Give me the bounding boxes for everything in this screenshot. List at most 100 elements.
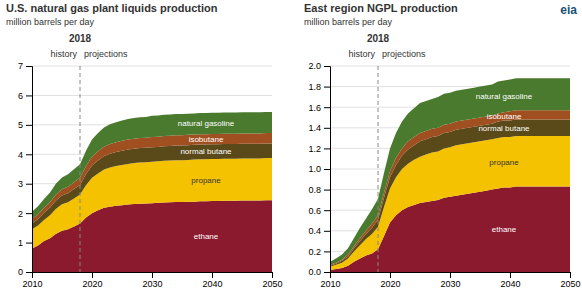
x-tick-mark <box>510 272 511 278</box>
y-tick-mark <box>26 243 32 244</box>
y-tick-label: 2.0 <box>308 61 321 71</box>
y-tick-mark <box>324 190 330 191</box>
x-tick-mark <box>212 272 213 278</box>
y-tick-label: 1.2 <box>308 144 321 154</box>
y-tick-label: 0.8 <box>308 185 321 195</box>
grid <box>330 66 570 272</box>
marker-label: 2018 <box>367 33 390 44</box>
x-axis: 20102020203020402050 <box>22 272 282 289</box>
y-tick: 1.4 <box>308 123 330 133</box>
y-axis: 01234567 <box>18 61 33 277</box>
series-label: propane <box>191 176 221 185</box>
y-tick-label: 0 <box>18 267 23 277</box>
marker-label: 2018 <box>69 33 92 44</box>
x-axis: 20102020203020402050 <box>320 272 580 289</box>
series-label: normal butane <box>180 147 232 156</box>
y-tick: 2 <box>18 209 32 219</box>
y-tick-mark <box>324 107 330 108</box>
area <box>330 136 570 270</box>
y-tick: 0.6 <box>308 206 330 216</box>
x-tick-mark <box>570 272 571 278</box>
projections-label: projections <box>84 49 128 59</box>
y-tick-mark <box>26 66 32 67</box>
y-tick-mark <box>324 128 330 129</box>
marker-line <box>378 66 379 272</box>
x-tick: 2040 <box>500 272 520 289</box>
area <box>330 78 570 264</box>
x-tick-label: 2050 <box>262 279 282 289</box>
x-tick-mark <box>152 272 153 278</box>
series-label: isobutane <box>487 112 522 121</box>
subtitle: million barrels per day <box>6 17 95 27</box>
y-axis-line <box>26 67 33 273</box>
series-label: isobutane <box>189 135 224 144</box>
x-tick-label: 2010 <box>22 279 42 289</box>
y-tick-label: 1.0 <box>308 164 321 174</box>
x-tick: 2050 <box>560 272 580 289</box>
panel: 2010202020302040205001234567ethanepropan… <box>6 2 283 289</box>
y-tick-mark <box>26 184 32 185</box>
area <box>32 158 272 248</box>
x-tick: 2040 <box>202 272 222 289</box>
history-label: history <box>348 49 375 59</box>
y-tick: 5 <box>18 120 32 130</box>
y-tick: 6 <box>18 91 32 101</box>
y-tick-label: 5 <box>18 120 23 130</box>
x-tick-mark <box>390 272 391 278</box>
x-tick-label: 2020 <box>380 279 400 289</box>
series-labels: ethane propane normal butane isobutane natur… <box>476 92 533 234</box>
grid-line <box>32 66 272 67</box>
x-tick-label: 2030 <box>440 279 460 289</box>
y-tick-label: 1.8 <box>308 82 321 92</box>
grid-line <box>330 66 570 67</box>
y-tick: 4 <box>18 150 32 160</box>
x-tick-mark <box>450 272 451 278</box>
y-tick: 0.8 <box>308 185 330 195</box>
y-tick-label: 0.0 <box>308 267 321 277</box>
y-tick-label: 1.4 <box>308 123 321 133</box>
y-tick-mark <box>324 169 330 170</box>
y-tick: 1.2 <box>308 144 330 154</box>
y-tick-label: 0.2 <box>308 247 321 257</box>
y-tick-mark <box>324 87 330 88</box>
y-tick-mark <box>324 148 330 149</box>
y-tick: 2.0 <box>308 61 330 71</box>
corner-label: eia <box>560 3 577 17</box>
chart-svg: 2010202020302040205001234567ethanepropan… <box>0 0 582 298</box>
y-tick-label: 1 <box>18 238 23 248</box>
y-axis: 0.0 0.2 0.4 0.6 0.8 1.0 1.2 1.4 1.6 1.8 2.0 <box>308 61 330 277</box>
y-tick: 0.4 <box>308 226 330 236</box>
marker-line <box>80 66 81 272</box>
series-labels: ethane propane normal butane isobutane natur… <box>178 119 235 241</box>
y-tick-mark <box>324 66 330 67</box>
x-tick-label: 2020 <box>82 279 102 289</box>
series-label: normal butane <box>478 124 530 133</box>
y-tick: 0.2 <box>308 247 330 257</box>
x-tick: 2020 <box>380 272 400 289</box>
x-tick: 2050 <box>262 272 282 289</box>
y-tick-mark <box>26 125 32 126</box>
y-tick-mark <box>26 213 32 214</box>
y-tick-mark <box>324 251 330 252</box>
subtitle: million barrels per day <box>304 17 393 27</box>
series-label: natural gasoline <box>178 119 235 128</box>
series-label: ethane <box>492 225 517 234</box>
areas <box>330 78 570 272</box>
y-tick-label: 4 <box>18 150 23 160</box>
y-tick-label: 3 <box>18 179 23 189</box>
y-tick-label: 1.6 <box>308 103 321 113</box>
series-label: propane <box>489 158 519 167</box>
areas <box>32 112 272 272</box>
y-tick-mark <box>26 95 32 96</box>
y-tick: 0 <box>18 267 32 277</box>
y-tick: 1.0 <box>308 164 330 174</box>
x-tick: 2020 <box>82 272 102 289</box>
series-label: ethane <box>194 232 219 241</box>
x-tick: 2030 <box>440 272 460 289</box>
y-tick: 1.6 <box>308 103 330 113</box>
x-tick-label: 2040 <box>202 279 222 289</box>
x-tick-mark <box>272 272 273 278</box>
y-tick-mark <box>324 272 330 273</box>
y-tick-label: 0.4 <box>308 226 321 236</box>
series-label: natural gasoline <box>476 92 533 101</box>
